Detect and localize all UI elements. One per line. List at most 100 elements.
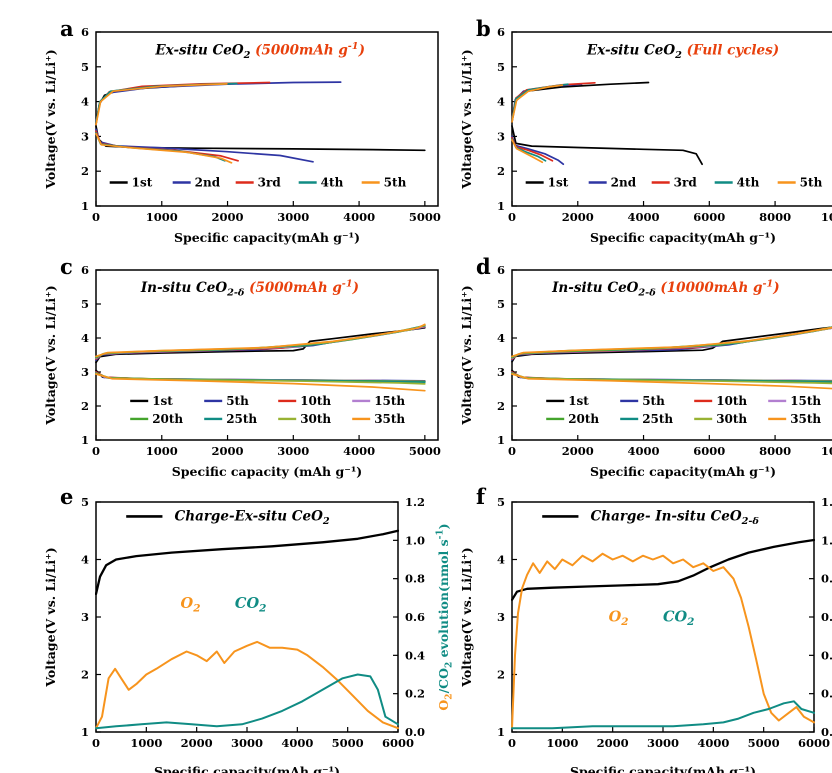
svg-text:25th: 25th (642, 412, 673, 426)
panel-f: f 0 1000 2000 3000 4000 5000 6000 1 2 3 4 5 0.0 0.2 0.… (456, 484, 832, 773)
svg-text:5th: 5th (384, 176, 407, 190)
svg-text:8000: 8000 (759, 210, 791, 224)
svg-text:0.8: 0.8 (821, 572, 832, 586)
chart-a: 0 1000 2000 3000 4000 5000 1 2 3 4 5 6 Ex-situ CeO2 … (43, 25, 441, 245)
svg-text:0: 0 (508, 210, 516, 224)
svg-text:Specific capacity(mAh g⁻¹): Specific capacity(mAh g⁻¹) (570, 764, 756, 773)
svg-text:6: 6 (497, 263, 505, 277)
svg-text:10th: 10th (716, 394, 747, 408)
svg-text:6: 6 (81, 263, 89, 277)
svg-text:2000: 2000 (562, 444, 594, 458)
svg-text:6000: 6000 (798, 736, 830, 750)
svg-text:6000: 6000 (693, 444, 725, 458)
svg-text:2000: 2000 (181, 736, 213, 750)
svg-text:5: 5 (81, 297, 89, 311)
svg-text:Voltage(V vs. Li/Li⁺): Voltage(V vs. Li/Li⁺) (43, 49, 58, 189)
svg-text:5000: 5000 (332, 736, 364, 750)
panel-b: b 0 2000 4000 6000 8000 10000 1 2 3 4 5 6 Ex-situ Ce… (456, 16, 832, 250)
chart-b: 0 2000 4000 6000 8000 10000 1 2 3 4 5 6 Ex-situ CeO2… (459, 25, 832, 245)
svg-text:0.6: 0.6 (405, 610, 425, 624)
svg-text:2: 2 (497, 164, 505, 178)
svg-text:10000: 10000 (821, 210, 832, 224)
svg-text:3: 3 (497, 129, 505, 143)
chart-f: 0 1000 2000 3000 4000 5000 6000 1 2 3 4 5 0.0 0.2 0.4 0… (459, 495, 832, 773)
svg-text:1.0: 1.0 (821, 533, 832, 547)
panel-letter-b: b (476, 16, 491, 41)
svg-text:8000: 8000 (759, 444, 791, 458)
svg-text:1: 1 (81, 725, 89, 739)
svg-text:0.2: 0.2 (821, 687, 832, 701)
svg-text:3000: 3000 (231, 736, 263, 750)
panel-d: d 0 2000 4000 6000 8000 10000 1 2 3 4 5 6 In-situ Ce… (456, 254, 832, 484)
svg-text:1: 1 (81, 433, 89, 447)
svg-text:5000: 5000 (409, 210, 441, 224)
chart-d: 0 2000 4000 6000 8000 10000 1 2 3 4 5 6 In-situ CeO2… (459, 263, 832, 479)
svg-text:5: 5 (497, 495, 505, 509)
svg-text:3: 3 (497, 365, 505, 379)
svg-text:0: 0 (508, 736, 516, 750)
svg-text:3: 3 (81, 610, 89, 624)
panel-c: c 0 1000 2000 3000 4000 5000 1 2 3 4 5 6 In-situ CeO… (40, 254, 456, 484)
svg-text:3rd: 3rd (674, 176, 698, 190)
svg-text:4000: 4000 (343, 210, 375, 224)
svg-text:Charge- In-situ CeO2-δ: Charge- In-situ CeO2-δ (591, 508, 760, 527)
svg-text:0.4: 0.4 (405, 648, 425, 662)
svg-text:CO2: CO2 (235, 595, 266, 615)
svg-text:3000: 3000 (277, 444, 309, 458)
svg-text:35th: 35th (790, 412, 821, 426)
chart-c: 0 1000 2000 3000 4000 5000 1 2 3 4 5 6 In-situ CeO2-… (43, 263, 441, 479)
svg-text:5th: 5th (800, 176, 823, 190)
svg-text:1000: 1000 (546, 736, 578, 750)
svg-text:0: 0 (92, 736, 100, 750)
svg-text:In-situ CeO2-δ (10000mAh g-1): In-situ CeO2-δ (10000mAh g-1) (551, 279, 780, 299)
svg-text:4: 4 (81, 95, 89, 109)
svg-text:5: 5 (81, 495, 89, 509)
svg-text:Ex-situ CeO2 (Full cycles): Ex-situ CeO2 (Full cycles) (586, 43, 779, 62)
svg-text:0: 0 (508, 444, 516, 458)
svg-text:In-situ CeO2-δ (5000mAh g-1): In-situ CeO2-δ (5000mAh g-1) (140, 279, 359, 299)
svg-text:Voltage(V vs. Li/Li⁺): Voltage(V vs. Li/Li⁺) (43, 285, 58, 425)
svg-text:4th: 4th (321, 176, 344, 190)
panel-letter-c: c (60, 254, 73, 279)
svg-text:5: 5 (497, 60, 505, 74)
svg-text:0.8: 0.8 (405, 572, 425, 586)
svg-text:4: 4 (497, 553, 505, 567)
svg-text:2000: 2000 (212, 444, 244, 458)
svg-text:10000: 10000 (821, 444, 832, 458)
svg-text:1st: 1st (568, 394, 589, 408)
svg-text:0.2: 0.2 (405, 687, 425, 701)
panel-letter-e: e (60, 484, 74, 509)
svg-text:O2: O2 (181, 595, 201, 615)
panel-e: e 0 1000 2000 3000 4000 5000 6000 1 2 3 4 5 0.0 0.2 0.… (40, 484, 456, 773)
svg-text:0.0: 0.0 (821, 725, 832, 739)
svg-text:Voltage(V vs. Li/Li⁺): Voltage(V vs. Li/Li⁺) (459, 547, 474, 687)
chart-e: 0 1000 2000 3000 4000 5000 6000 1 2 3 4 5 0.0 0.2 0.4 0… (43, 495, 455, 773)
svg-text:CO2: CO2 (663, 609, 694, 629)
svg-text:30th: 30th (716, 412, 747, 426)
svg-text:0.0: 0.0 (405, 725, 425, 739)
svg-text:2000: 2000 (562, 210, 594, 224)
svg-text:20th: 20th (152, 412, 183, 426)
svg-text:0.6: 0.6 (821, 610, 832, 624)
panel-a: a 0 1000 2000 3000 4000 5000 1 2 3 4 5 6 Ex-situ CeO… (40, 16, 456, 250)
svg-text:1st: 1st (132, 176, 153, 190)
svg-text:4: 4 (497, 95, 505, 109)
svg-text:3: 3 (497, 610, 505, 624)
svg-text:5000: 5000 (748, 736, 780, 750)
svg-text:Specific capacity (mAh g⁻¹): Specific capacity (mAh g⁻¹) (172, 464, 362, 479)
svg-text:1.2: 1.2 (821, 495, 832, 509)
svg-text:5: 5 (81, 60, 89, 74)
svg-text:15th: 15th (790, 394, 821, 408)
svg-text:Specific capacity(mAh g⁻¹): Specific capacity(mAh g⁻¹) (590, 230, 776, 245)
svg-text:4: 4 (81, 553, 89, 567)
svg-text:5th: 5th (226, 394, 249, 408)
svg-text:0: 0 (92, 210, 100, 224)
svg-text:2: 2 (81, 399, 89, 413)
svg-text:1: 1 (497, 725, 505, 739)
svg-text:1000: 1000 (146, 444, 178, 458)
svg-text:35th: 35th (374, 412, 405, 426)
svg-text:Voltage(V vs. Li/Li⁺): Voltage(V vs. Li/Li⁺) (459, 49, 474, 189)
svg-text:6000: 6000 (382, 736, 414, 750)
svg-text:2: 2 (497, 668, 505, 682)
svg-text:1: 1 (497, 199, 505, 213)
